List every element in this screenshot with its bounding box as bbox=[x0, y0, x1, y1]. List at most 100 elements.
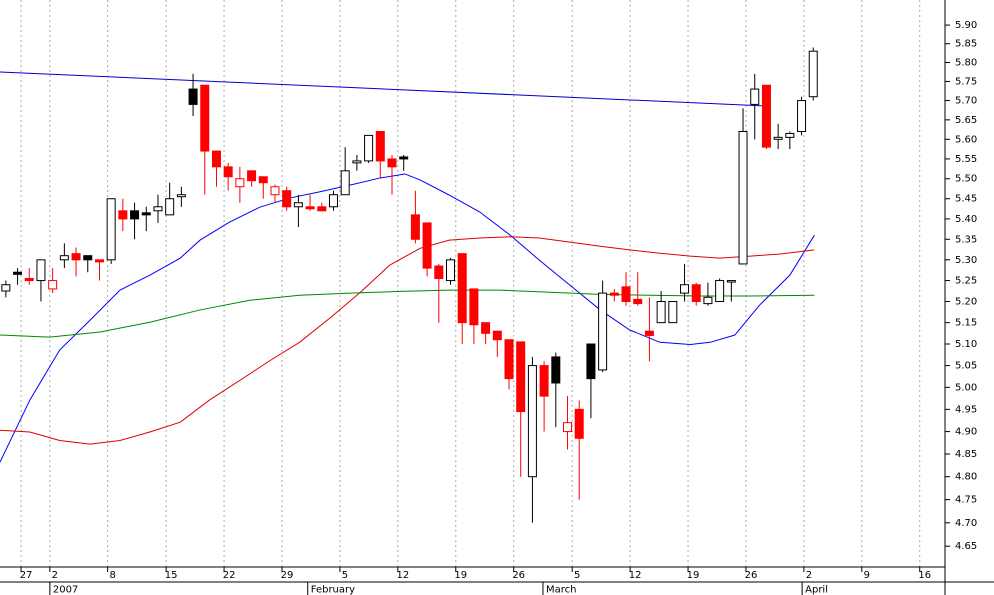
candle-body bbox=[83, 255, 93, 261]
x-tick-label: 26 bbox=[745, 570, 758, 581]
candle-body bbox=[633, 298, 643, 305]
x-tick-label: 19 bbox=[454, 570, 467, 581]
x-tick-label: 26 bbox=[512, 570, 525, 581]
month-label: April bbox=[805, 585, 828, 595]
x-tick-label: 2 bbox=[806, 570, 812, 581]
y-tick-label: 4.70 bbox=[955, 518, 977, 529]
y-tick-label: 5.45 bbox=[955, 194, 977, 205]
candle-body bbox=[94, 259, 104, 263]
candle-body bbox=[563, 422, 573, 433]
candle-body bbox=[36, 259, 46, 282]
candle-body bbox=[691, 284, 701, 303]
candle-body bbox=[24, 277, 34, 282]
y-tick-label: 5.50 bbox=[955, 174, 977, 185]
candle-body bbox=[153, 206, 163, 212]
candle-body bbox=[130, 210, 140, 220]
y-tick-label: 4.95 bbox=[955, 404, 977, 415]
y-tick-label: 5.35 bbox=[955, 234, 977, 245]
candle-body bbox=[726, 280, 736, 283]
x-tick-label: 29 bbox=[281, 570, 294, 581]
candle-body bbox=[410, 214, 420, 240]
y-tick-label: 5.65 bbox=[955, 115, 977, 126]
candle-body bbox=[188, 88, 198, 105]
y-tick-label: 5.10 bbox=[955, 339, 977, 350]
candle-body bbox=[668, 301, 678, 324]
x-tick-label: 27 bbox=[20, 570, 33, 581]
candle-body bbox=[621, 286, 631, 303]
candle-body bbox=[469, 288, 479, 326]
candle-body bbox=[282, 190, 292, 208]
candle-body bbox=[750, 88, 760, 105]
y-tick-label: 5.00 bbox=[955, 382, 977, 393]
candle-body bbox=[176, 194, 186, 198]
y-tick-label: 4.75 bbox=[955, 495, 977, 506]
y-tick-label: 4.65 bbox=[955, 541, 977, 552]
line bbox=[0, 289, 815, 338]
y-tick-label: 5.30 bbox=[955, 255, 977, 266]
candle-body bbox=[364, 134, 374, 162]
candle-body bbox=[375, 131, 385, 162]
x-tick-label: 8 bbox=[109, 570, 115, 581]
candle-body bbox=[773, 136, 783, 140]
candle-body bbox=[235, 178, 245, 188]
candle-body bbox=[59, 255, 69, 261]
x-tick-label: 12 bbox=[629, 570, 642, 581]
candle-body bbox=[293, 202, 303, 208]
candle-body bbox=[106, 198, 116, 261]
x-tick-label: 16 bbox=[918, 570, 931, 581]
line bbox=[0, 236, 815, 445]
y-tick-label: 5.70 bbox=[955, 96, 977, 107]
candle-body bbox=[434, 265, 444, 279]
candle-body bbox=[715, 280, 725, 303]
x-tick-label: 5 bbox=[342, 570, 348, 581]
candle-body bbox=[258, 176, 268, 184]
candle-body bbox=[223, 166, 233, 178]
y-tick-label: 5.25 bbox=[955, 276, 977, 287]
candle-body bbox=[785, 132, 795, 138]
candle-body bbox=[481, 322, 491, 334]
candle-body bbox=[165, 198, 175, 216]
candle-body bbox=[703, 296, 713, 305]
x-tick-label: 9 bbox=[864, 570, 870, 581]
candle-body bbox=[457, 253, 467, 324]
y-tick-label: 5.55 bbox=[955, 154, 977, 165]
candle-body bbox=[656, 301, 666, 324]
y-tick-label: 5.05 bbox=[955, 361, 977, 372]
candle-body bbox=[446, 259, 456, 282]
candle-body bbox=[13, 271, 23, 275]
line bbox=[0, 71, 766, 107]
month-label: 2007 bbox=[53, 585, 78, 595]
y-tick-label: 5.80 bbox=[955, 57, 977, 68]
month-label: February bbox=[311, 585, 355, 595]
candle-body bbox=[200, 84, 210, 152]
candle-body bbox=[586, 343, 596, 380]
candle-body bbox=[399, 156, 409, 160]
candle-body bbox=[141, 212, 151, 216]
candle-body bbox=[527, 365, 537, 478]
candle-body bbox=[504, 339, 514, 380]
candle-body bbox=[211, 150, 221, 168]
candle-body bbox=[574, 408, 584, 439]
candle-body bbox=[516, 341, 526, 413]
candle-body bbox=[422, 222, 432, 269]
y-tick-label: 5.90 bbox=[955, 20, 977, 31]
x-tick-label: 5 bbox=[574, 570, 580, 581]
y-tick-label: 5.20 bbox=[955, 297, 977, 308]
candle-body bbox=[387, 158, 397, 168]
y-tick-label: 5.40 bbox=[955, 214, 977, 225]
candle-body bbox=[797, 100, 807, 133]
candle-body bbox=[247, 170, 257, 182]
candle-body bbox=[551, 356, 561, 384]
candle-body bbox=[71, 253, 81, 261]
x-tick-label: 22 bbox=[223, 570, 236, 581]
y-tick-label: 4.80 bbox=[955, 472, 977, 483]
x-tick-label: 2 bbox=[52, 570, 58, 581]
y-tick-label: 5.15 bbox=[955, 318, 977, 329]
candle-body bbox=[492, 330, 502, 341]
candle-body bbox=[644, 330, 654, 336]
candle-body bbox=[609, 292, 619, 296]
candle-body bbox=[761, 84, 771, 148]
candle-body bbox=[1, 284, 11, 292]
candle-body bbox=[340, 170, 350, 196]
